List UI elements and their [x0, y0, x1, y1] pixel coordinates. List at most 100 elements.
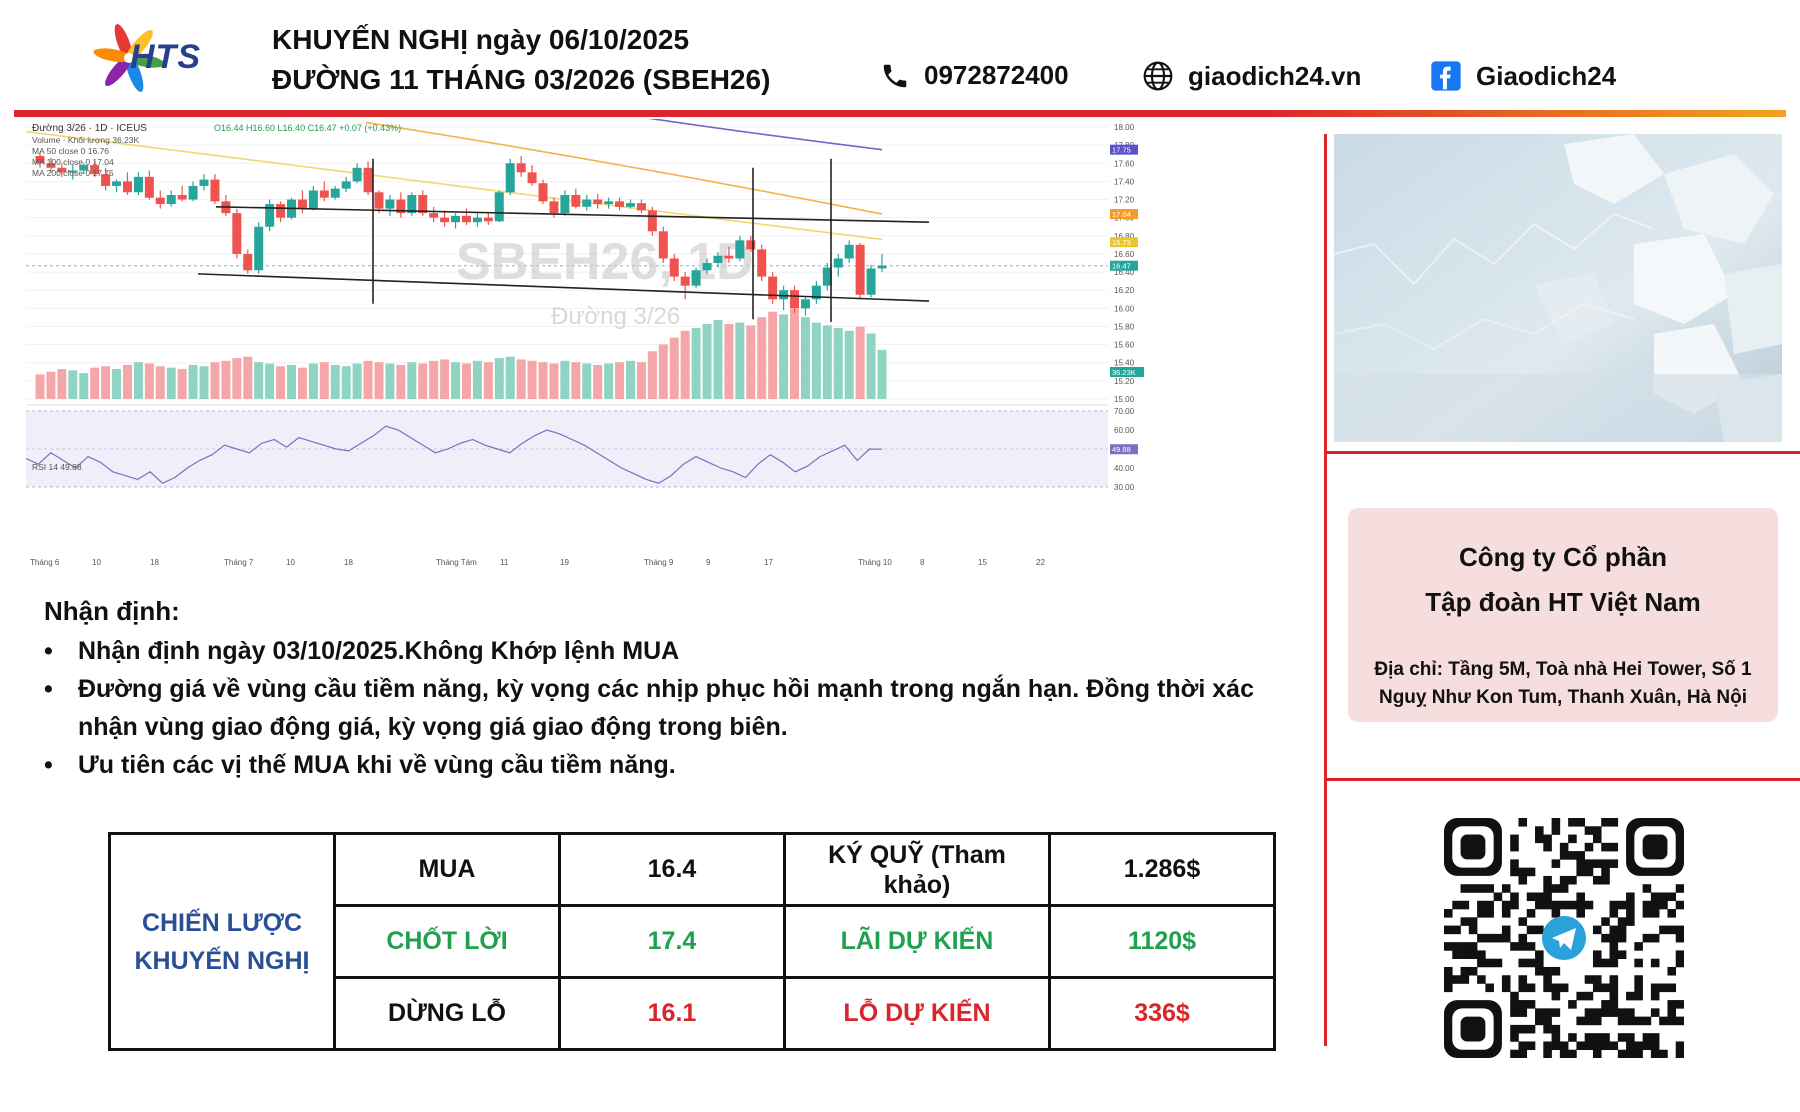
x-tick: 18: [344, 558, 353, 567]
candle: [593, 199, 603, 205]
facebook-link[interactable]: Giaodich24: [1430, 60, 1616, 92]
value-cell: 1120$: [1048, 904, 1276, 979]
candle: [363, 167, 373, 193]
facebook-icon: [1431, 61, 1461, 91]
candle: [68, 170, 78, 173]
price-chart[interactable]: SBEH26, 1D Đường 3/26 18.0017.8017.6017.…: [25, 108, 1310, 573]
volume-bar: [57, 369, 67, 399]
analysis-item: • Ưu tiên các vị thế MUA khi về vùng cầu …: [44, 751, 676, 779]
analysis-list: • Nhận định ngày 03/10/2025.Không Khớp lệ…: [44, 632, 1294, 784]
candle: [374, 192, 384, 209]
candle: [560, 195, 570, 214]
badge-rsi-bg: [1110, 444, 1138, 455]
candle: [833, 258, 843, 268]
volume-bar: [112, 369, 122, 399]
x-tick: 8: [920, 558, 925, 567]
chart-canvas: SBEH26, 1D Đường 3/26 18.0017.8017.6017.…: [25, 108, 1310, 573]
candle: [188, 185, 198, 200]
volume-bar: [385, 363, 395, 399]
value-cell: 336$: [1048, 976, 1276, 1051]
candle: [451, 215, 461, 223]
volume-bar: [144, 363, 154, 399]
phone-contact[interactable]: 0972872400: [880, 60, 1069, 91]
strategy-table: CHIẾN LƯỢC KHUYẾN NGHỊ MUA 16.4 KÝ QUỸ (…: [108, 832, 1276, 1051]
candle: [658, 231, 668, 259]
volume-bar: [560, 360, 570, 399]
candle: [527, 172, 537, 184]
ma100-line: [365, 121, 883, 215]
volume-bar: [68, 370, 78, 399]
candle: [538, 183, 548, 202]
price-cell: 16.1: [558, 976, 786, 1051]
x-tick: 22: [1036, 558, 1045, 567]
price-tick: 17.40: [1114, 177, 1135, 186]
candle: [155, 197, 165, 205]
volume-bar: [735, 322, 745, 399]
volume-bar: [79, 373, 89, 399]
badge-ma50-bg: [1110, 237, 1138, 248]
price-tick: 16.40: [1114, 268, 1135, 277]
candle: [724, 255, 734, 259]
badge-last: 16.47: [1112, 262, 1131, 271]
volume-bar: [779, 314, 789, 399]
trendline-bottom: [197, 273, 930, 302]
volume-bar: [757, 317, 767, 399]
volume-bar: [254, 362, 264, 399]
price-tick: 16.80: [1114, 232, 1135, 241]
analysis-title: Nhận định:: [44, 596, 180, 626]
candle: [604, 201, 614, 205]
volume-bar: [811, 322, 821, 399]
volume-bar: [472, 360, 482, 399]
candle: [210, 179, 220, 202]
volume-bar: [297, 367, 307, 399]
legend-ma50: MA 50 close 0 16.76: [32, 146, 109, 156]
volume-bar: [287, 364, 297, 399]
action-cell: DỪNG LỖ: [333, 976, 561, 1051]
legend-volume: Volume · Khối lượng 36.23K: [32, 135, 140, 145]
website-link[interactable]: giaodich24.vn: [1142, 60, 1361, 92]
price-tick: 15.00: [1114, 395, 1135, 404]
candle: [79, 165, 89, 171]
volume-bar: [877, 349, 887, 399]
volume-bar: [494, 358, 504, 399]
analysis-item: • Nhận định ngày 03/10/2025.Không Khớp lệ…: [44, 637, 680, 665]
volume-bar: [483, 362, 493, 399]
trendline-top: [215, 205, 930, 223]
volume-bar: [177, 369, 187, 399]
volume-bar: [702, 324, 712, 399]
x-tick: Tháng 10: [858, 558, 892, 567]
badge-ma50: 16.73: [1112, 238, 1131, 247]
volume-bar: [625, 360, 635, 399]
volume-bar: [265, 363, 275, 399]
rsi-line: [25, 425, 883, 484]
badge-volume: 36.23K: [1112, 368, 1136, 377]
x-tick: 18: [150, 558, 159, 567]
x-tick: Tháng 9: [644, 558, 674, 567]
candle: [199, 179, 209, 186]
candle: [243, 253, 253, 271]
candle: [101, 174, 111, 186]
candle: [647, 210, 657, 232]
candle: [855, 244, 865, 295]
ma50-line: [25, 130, 883, 241]
x-tick: 11: [500, 558, 509, 567]
analysis-item: • Đường giá về vùng cầu tiềm năng, kỳ vọn…: [44, 675, 1254, 741]
candle: [800, 299, 810, 309]
volume-bar: [615, 362, 625, 399]
volume-bar: [122, 364, 132, 399]
volume-bar: [46, 371, 56, 399]
chart-symbol: Đường 3/26 · 1D · ICEUS: [32, 123, 147, 134]
price-tick: 15.40: [1114, 359, 1135, 368]
candle: [790, 290, 800, 309]
volume-bar: [571, 362, 581, 399]
price-tick: 17.60: [1114, 159, 1135, 168]
candle: [746, 240, 756, 250]
candle: [330, 188, 340, 198]
volume-bar: [582, 363, 592, 399]
volume-bar: [243, 356, 253, 399]
price-tick: 18.00: [1114, 123, 1135, 132]
badge-ma100-bg: [1110, 209, 1138, 220]
qr-code[interactable]: [1444, 818, 1684, 1058]
volume-bar: [593, 364, 603, 399]
page-subtitle: ĐƯỜNG 11 THÁNG 03/2026 (SBEH26): [272, 64, 771, 95]
